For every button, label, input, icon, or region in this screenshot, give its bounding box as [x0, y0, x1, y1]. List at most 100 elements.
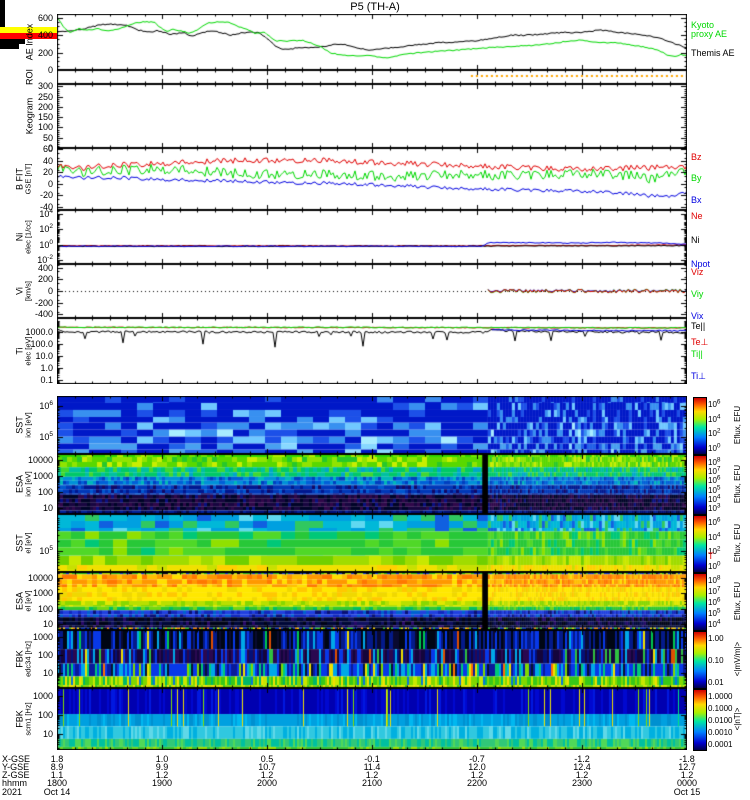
panel-fbks-canvas: [57, 688, 687, 750]
legend-ni-0: Ne: [691, 211, 703, 222]
colorbar-ssti-tickmark-2: [0, 2, 5, 3]
ytick-bfit-3: 0: [47, 178, 53, 189]
axis-tick-hhmm-2: 2000: [256, 778, 278, 788]
colorbar-esae-tickmark-4: [0, 18, 5, 19]
ytick-keo-5: 50: [42, 132, 53, 143]
colorbar-ssti-tick-1: 104: [708, 413, 721, 424]
legend-ti-1: Te⊥: [691, 336, 709, 347]
colorbar-esai-tickmark-3: [0, 7, 5, 8]
colorbar-ssti-tick-2: 102: [708, 427, 721, 439]
ytick-ae-0: 600: [37, 12, 53, 23]
colorbar-esai-tick-1: 107: [708, 465, 721, 477]
colorbar-esai-tickmark-0: [0, 4, 5, 5]
colorbar-sste-tick-1: 104: [708, 531, 721, 542]
axis-tick-xgse-0: 1.8: [50, 754, 64, 764]
colorbar-fbks-tickmark-1: [0, 23, 5, 24]
axis-row-label-3: hhmm: [2, 778, 28, 788]
colorbar-esae-unit: Eflux, EFU: [732, 581, 742, 621]
panel-vi-canvas: [57, 264, 687, 318]
panel-fbke-canvas: [57, 630, 687, 688]
colorbar-esai-tickmark-5: [0, 9, 5, 10]
axis-tick-hhmm-6: 0000: [676, 778, 698, 788]
legend-ti-3: Ti⊥: [691, 371, 707, 382]
colorbar-fbks-unit: <|nT|>: [732, 707, 742, 731]
ytick-esae-0: 10000: [27, 573, 53, 584]
mode-bar-mark-1: [0, 44, 19, 49]
colorbar-fbks-tick-3: 0.0010: [708, 728, 733, 737]
ytick-fbks-0: 1000: [32, 690, 53, 701]
ytick-keo-1: 250: [37, 91, 53, 102]
axis-tick-hhmm-4: 2200: [466, 778, 488, 788]
ytick-keo-4: 100: [37, 122, 53, 133]
colorbar-esae-tick-4: 104: [708, 618, 721, 629]
legend-vi-0: Viz: [691, 266, 704, 277]
ytick-fbke-1: 100: [37, 650, 53, 661]
colorbar-fbks-tickmark-3: [0, 25, 5, 26]
ytick-vi-0: 400: [37, 262, 53, 273]
colorbar-esai-tick-2: 106: [708, 474, 721, 486]
panel-ti-canvas: [57, 318, 687, 384]
legend-ni-1: Ni: [691, 234, 700, 245]
colorbar-esai-unit: Eflux, EFU: [732, 464, 742, 504]
ytick-ssti-0: 106: [39, 399, 53, 411]
ytick-ssti-1: 105: [39, 431, 53, 443]
ytick-keo-6: 0: [47, 143, 53, 153]
legend-ni-2: Npot: [691, 258, 711, 269]
colorbar-esai-tickmark-2: [0, 6, 5, 7]
ytick-vi-2: 0: [47, 286, 53, 296]
colorbar-esae-tick-1: 107: [708, 585, 721, 596]
ytick-bfit-4: -20: [39, 190, 53, 201]
axis-tick-zgse-4: 1.2: [470, 770, 484, 780]
colorbar-sste-tickmark-1: [0, 11, 5, 12]
ytick-esae-2: 100: [37, 603, 53, 614]
ytick-fbks-1: 100: [37, 709, 53, 720]
axis-tick-ygse-5: 12.4: [573, 762, 591, 772]
axis-tick-xgse-6: -1.8: [679, 754, 695, 764]
axis-tick-ygse-0: 8.9: [50, 762, 64, 772]
axis-tick-hhmm-0: 1800: [46, 778, 68, 788]
legend-vi-1: Viy: [691, 288, 704, 299]
colorbar-ssti-tickmark-3: [0, 3, 5, 4]
panel-ssti-canvas: [57, 396, 687, 454]
ytick-fbks-2: 10: [42, 729, 53, 740]
ytick-ni-2: 100: [39, 238, 53, 250]
legend-ae-1: Themis AE: [691, 47, 735, 58]
ytick-keo-2: 200: [37, 101, 53, 112]
axis-tick-zgse-1: 1.2: [155, 770, 169, 780]
ytick-ti-1: 100.0: [30, 339, 53, 350]
colorbar-ssti-tick-3: 100: [708, 442, 721, 453]
panel-keo-canvas: [57, 84, 687, 148]
axis-tick-ygse-4: 12.0: [468, 762, 486, 772]
colorbar-esae: [693, 573, 707, 631]
colorbar-esae-tickmark-0: [0, 14, 5, 15]
ytick-esai-2: 100: [37, 486, 53, 497]
colorbar-fbks-tickmark-4: [0, 26, 5, 27]
ytick-ni-3: 10-2: [37, 253, 53, 265]
colorbar-fbks-tick-0: 1.0000: [708, 692, 733, 701]
ytick-bfit-2: 20: [42, 167, 53, 178]
axis-tick-ygse-6: 12.7: [678, 762, 696, 772]
axis-tick-zgse-0: 1.1: [50, 770, 64, 780]
colorbar-esai-tick-3: 105: [708, 483, 721, 495]
axis-tick-date-0: Oct 14: [43, 787, 71, 797]
ytick-bfit-1: 40: [42, 155, 53, 166]
ytick-esai-3: 10: [42, 502, 53, 513]
axis-tick-zgse-2: 1.2: [260, 770, 274, 780]
ytick-ni-0: 104: [39, 207, 53, 219]
colorbar-fbke-unit: <|mV/m|>: [732, 641, 742, 677]
axis-tick-ygse-1: 9.9: [155, 762, 169, 772]
ytick-ae-1: 400: [37, 30, 53, 40]
colorbar-fbke-tickmark-0: [0, 19, 5, 20]
colorbar-sste-tickmark-0: [0, 10, 5, 11]
colorbar-sste-tickmark-3: [0, 13, 5, 14]
colorbar-sste-tick-3: 100: [708, 560, 721, 571]
colorbar-fbke-tick-1: 0.10: [708, 656, 724, 665]
legend-bfit-1: By: [691, 173, 702, 184]
ytick-ae-2: 200: [37, 47, 53, 58]
colorbar-fbks-tick-1: 0.1000: [708, 704, 733, 713]
axis-tick-ygse-3: 11.4: [363, 762, 381, 772]
ytick-keo-0: 300: [37, 81, 53, 92]
axis-tick-hhmm-1: 1900: [151, 778, 173, 788]
page-title: P5 (TH-A): [350, 1, 400, 13]
ytick-ae-3: 0: [47, 65, 53, 75]
